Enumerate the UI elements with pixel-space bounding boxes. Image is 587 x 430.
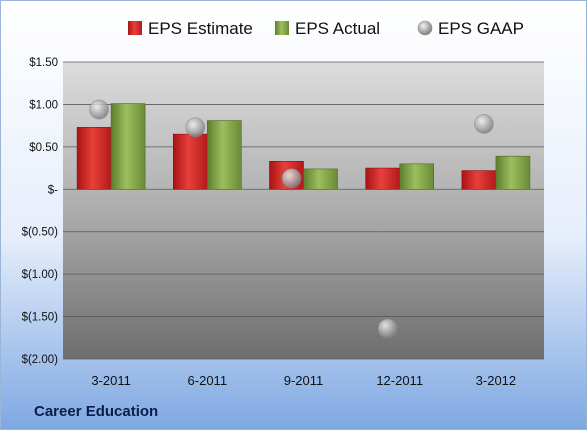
point-eps-gaap [89,99,109,120]
bar-eps-estimate [461,170,497,190]
legend-swatch [128,21,142,35]
legend-swatch [275,21,289,35]
legend-swatch [417,20,433,36]
y-tick-label: $(0.50) [22,227,59,239]
x-tick-label: 12-2011 [376,373,423,388]
bars [76,103,531,190]
point-eps-gaap [377,318,398,339]
x-tick-label: 3-2012 [476,373,516,388]
legend-item-eps-actual: EPS Actual [275,19,380,38]
legend: EPS Estimate EPS Actual EPS GAAP [128,19,524,38]
bar-eps-actual [495,155,531,190]
y-tick-label: $0.50 [29,142,58,154]
legend-item-eps-estimate: EPS Estimate [128,19,253,38]
y-tick-label: $1.50 [29,57,58,69]
x-tick-label: 6-2011 [188,373,228,388]
legend-label: EPS GAAP [438,19,524,38]
bar-eps-actual [110,103,146,190]
bar-eps-estimate [365,167,401,190]
company-label: Career Education [34,403,158,420]
y-tick-label: $(1.50) [22,312,59,324]
point-eps-gaap [474,114,494,134]
y-tick-label: $(2.00) [22,354,59,366]
legend-item-eps-gaap: EPS GAAP [417,19,524,38]
point-eps-gaap [281,168,302,189]
legend-label: EPS Estimate [148,19,253,38]
bar-eps-actual [207,120,242,190]
point-eps-gaap [185,117,206,138]
bar-eps-estimate [76,127,112,190]
y-tick-label: $(1.00) [22,269,59,281]
bar-eps-estimate [173,133,208,190]
y-tick-label: $1.00 [29,99,58,111]
x-tick-label: 9-2011 [284,373,324,388]
legend-label: EPS Actual [295,19,380,38]
y-tick-label: $- [48,184,58,196]
bar-eps-actual [399,163,435,190]
gaap-points [89,99,494,339]
y-axis-tick-labels: $1.50 $1.00 $0.50 $- $(0.50) $(1.00) $(1.50) $(… [22,57,59,366]
x-tick-label: 3-2011 [91,373,131,388]
bar-eps-actual [303,168,338,190]
x-axis-tick-labels: 3-2011 6-2011 9-2011 12-2011 3-2012 [91,373,516,388]
